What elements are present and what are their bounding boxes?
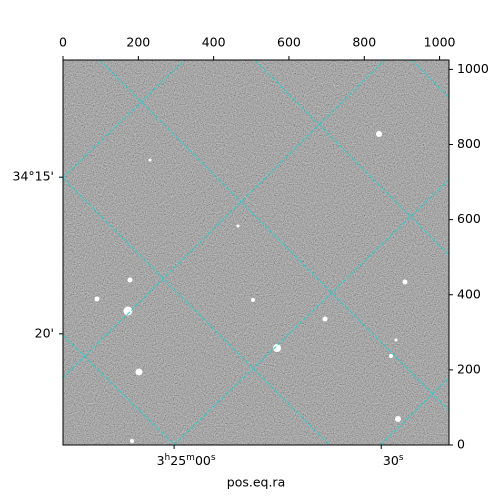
grid-line [411, 60, 449, 98]
grid-line [173, 179, 449, 445]
right-tick-label: 800 [457, 136, 481, 151]
right-tick-label: 1000 [457, 61, 489, 76]
grid-line [254, 60, 449, 256]
frame [62, 59, 450, 446]
top-tick-label: 200 [126, 35, 150, 50]
sky-image [63, 60, 449, 445]
grid-line [63, 334, 176, 445]
top-tick-label: 0 [59, 35, 67, 50]
grid-line [99, 60, 449, 411]
right-tick-label: 200 [457, 361, 481, 376]
x-axis-label: pos.eq.ra [227, 475, 285, 490]
grid-line [63, 177, 331, 445]
y-tick-label: 20' [35, 325, 54, 340]
grid-line [63, 60, 386, 379]
right-tick-label: 600 [457, 211, 481, 226]
grid [63, 60, 449, 445]
top-tick-label: 600 [277, 35, 301, 50]
x-tick-label: 3h25m00s [157, 453, 216, 468]
top-tick-label: 1000 [424, 35, 456, 50]
top-tick-label: 800 [352, 35, 376, 50]
y-tick-label: 34°15' [13, 169, 55, 184]
top-tick-label: 400 [202, 35, 226, 50]
stars [94, 131, 408, 443]
x-tick-label: 30s [383, 453, 404, 468]
right-tick-label: 400 [457, 286, 481, 301]
grid-line [380, 377, 449, 445]
grid-line [63, 60, 186, 179]
right-tick-label: 0 [457, 437, 465, 452]
